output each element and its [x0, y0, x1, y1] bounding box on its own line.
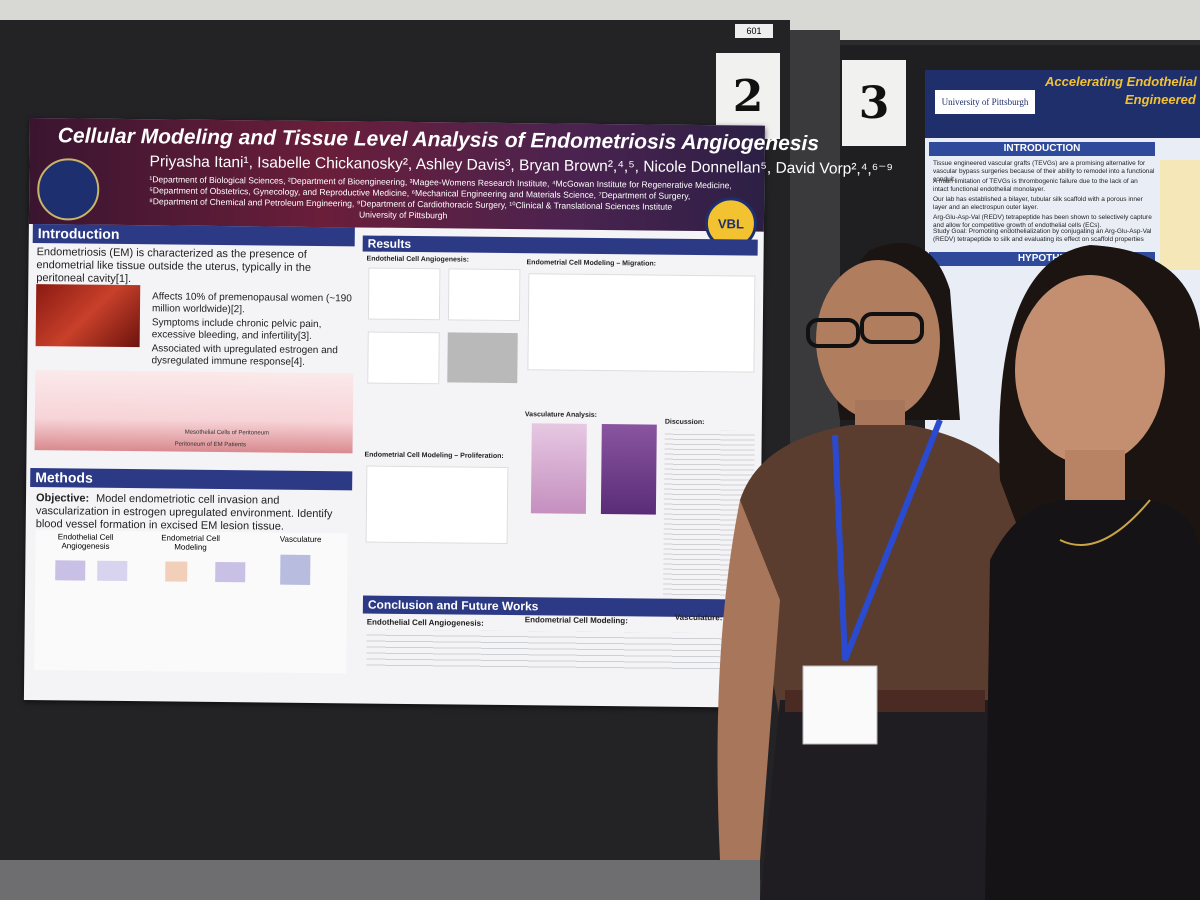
right-poster-title: Engineered V [1125, 92, 1200, 107]
top [985, 500, 1200, 900]
bullet: Tissue engineered vascular grafts (TEVGs… [933, 160, 1155, 183]
room-label: 601 [735, 24, 773, 38]
bullet: Arg-Glu-Asp-Val (REDV) tetrapeptide has … [933, 214, 1152, 229]
figure-panel [1160, 160, 1200, 270]
right-poster-title: Accelerating Endothelial [1045, 74, 1197, 89]
institution-logo: University of Pittsburgh [935, 90, 1035, 114]
skirt [760, 700, 1010, 900]
necklace [1059, 499, 1151, 546]
badge [802, 665, 878, 745]
floor [0, 860, 760, 900]
glasses [860, 312, 924, 344]
arm [717, 500, 780, 860]
section-heading: INTRODUCTION [929, 142, 1155, 156]
top [740, 425, 1030, 720]
face [1015, 275, 1165, 465]
bullet: A main limitation of TEVGs is thrombogen… [933, 178, 1138, 193]
right-poster-header: University of Pittsburgh Accelerating En… [925, 70, 1200, 138]
study-goal: Study Goal: Promoting endothelialization… [933, 228, 1152, 243]
lanyard [832, 418, 943, 662]
poster-number: 3 [842, 60, 906, 146]
glasses [806, 318, 860, 348]
bullet: Our lab has established a bilayer, tubul… [933, 196, 1143, 211]
